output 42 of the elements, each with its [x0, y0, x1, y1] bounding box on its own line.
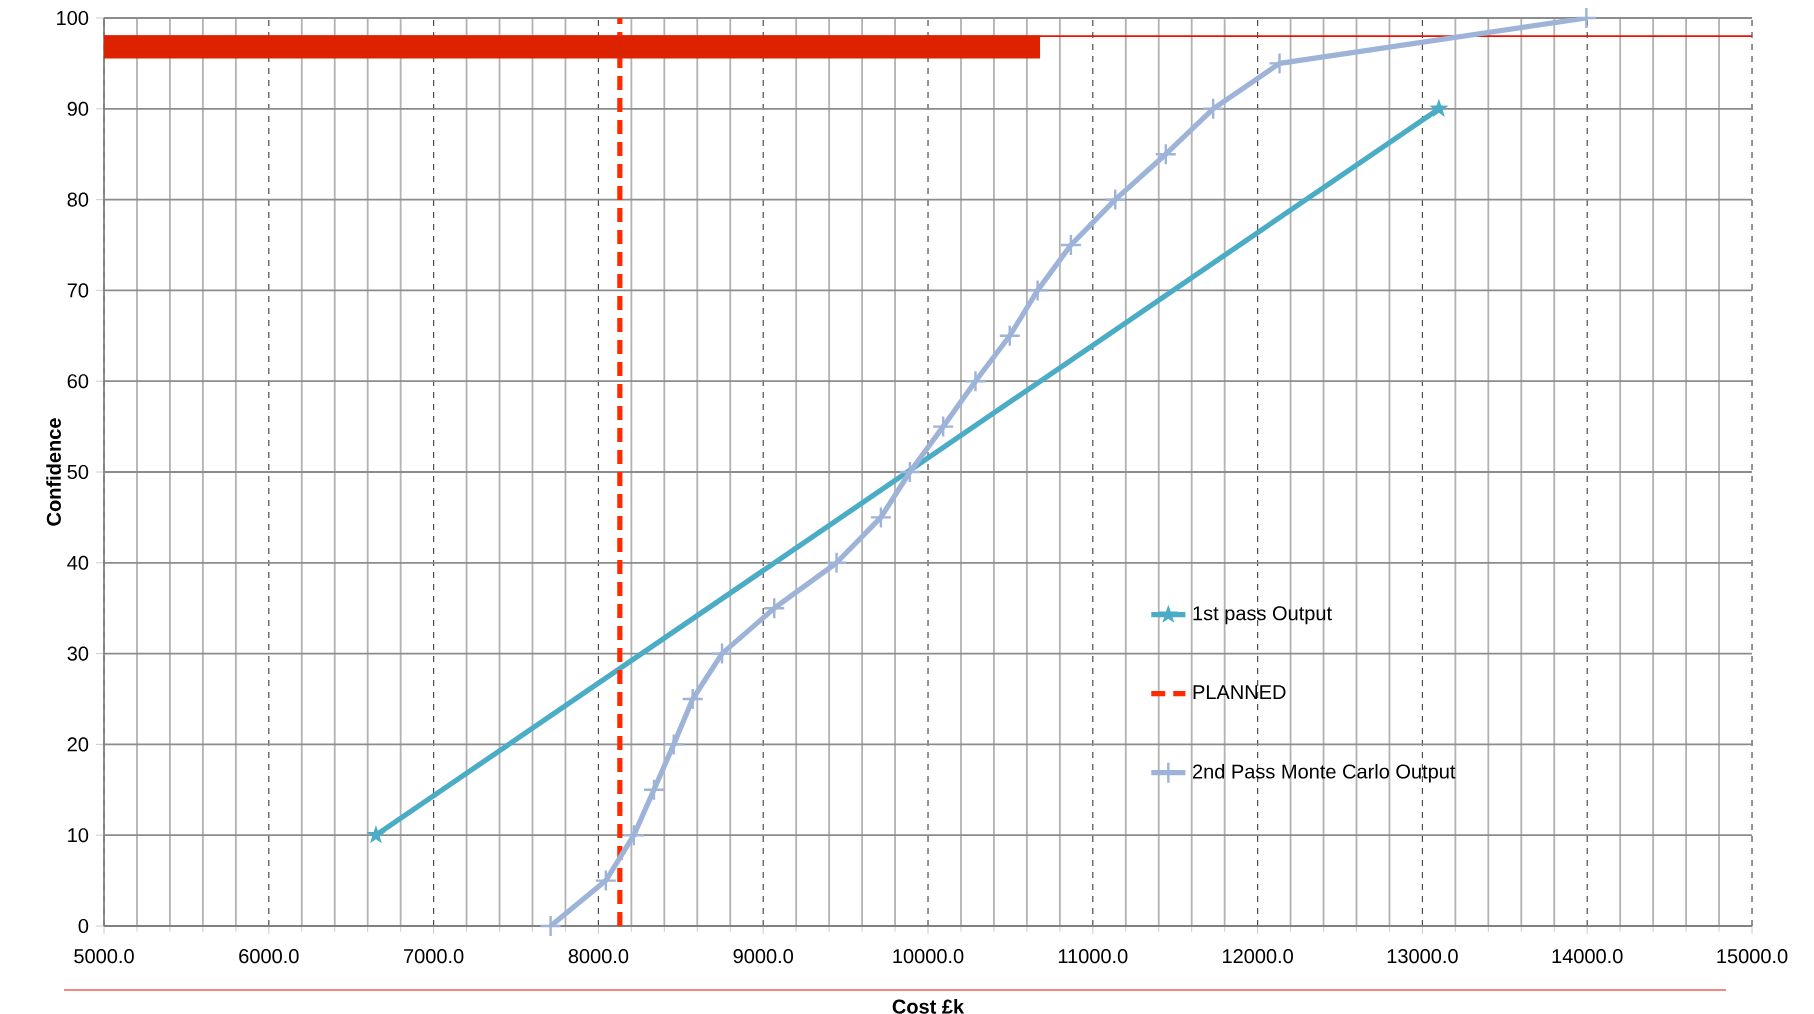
y-tick-label: 30: [67, 646, 89, 661]
point: [826, 552, 847, 573]
point: [1429, 98, 1449, 117]
y-tick-label: 50: [67, 464, 89, 480]
point: [663, 734, 684, 755]
y-axis-title: Confidence: [46, 418, 61, 526]
point: [870, 507, 891, 528]
x-tick-label: 6000.0: [239, 949, 299, 964]
y-tick-label: 40: [67, 555, 89, 570]
point: [1105, 189, 1126, 210]
point: [1027, 280, 1048, 301]
x-tick-label: 15000.0: [1717, 949, 1788, 964]
x-tick-label: 10000.0: [893, 949, 964, 964]
y-tick-label: 0: [78, 918, 89, 934]
x-tick-label: 5000.0: [74, 949, 134, 964]
legend-label: PLANNED: [1193, 685, 1286, 699]
x-tick-label: 11000.0: [1058, 949, 1128, 964]
point: [965, 371, 986, 392]
y-tick-label: 10: [68, 828, 89, 843]
point: [1576, 8, 1597, 28]
x-tick-label: 14000.0: [1552, 949, 1623, 964]
point: [1269, 53, 1290, 74]
point: [933, 416, 954, 437]
y-tick-label: 20: [67, 737, 89, 752]
point: [540, 916, 561, 936]
point: [682, 689, 703, 709]
y-tick-label: 70: [67, 283, 89, 298]
y-tick-label: 80: [67, 192, 89, 207]
y-tick-label: 100: [57, 10, 89, 26]
point: [712, 643, 733, 664]
x-tick-label: 9000.0: [733, 949, 794, 964]
y-tick-label: 90: [67, 101, 89, 116]
x-tick-label: 12000.0: [1223, 949, 1293, 964]
x-axis-title: Cost £k: [892, 999, 965, 1014]
x-tick-label: 8000.0: [568, 949, 629, 964]
point: [366, 825, 386, 844]
point: [595, 870, 616, 891]
x-tick-label: 13000.0: [1387, 949, 1458, 964]
legend-label: 2nd Pass Monte Carlo Output: [1193, 763, 1456, 783]
y-tick-label: 60: [67, 374, 89, 389]
legend-label: 1st pass Output: [1193, 606, 1332, 625]
x-tick-label: 7000.0: [404, 949, 464, 964]
